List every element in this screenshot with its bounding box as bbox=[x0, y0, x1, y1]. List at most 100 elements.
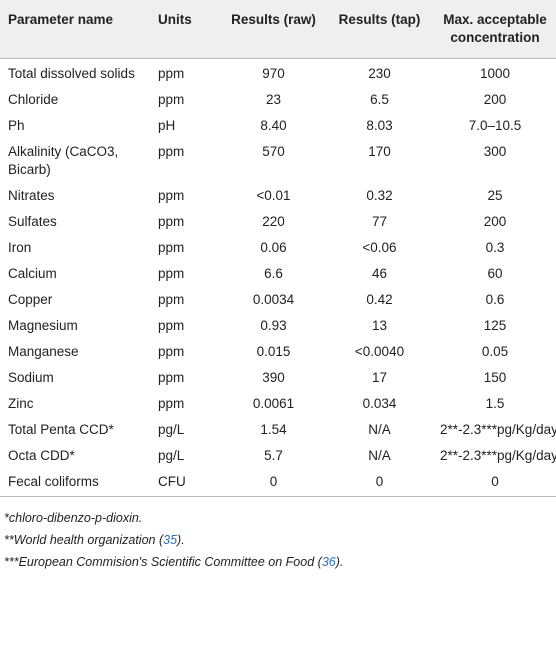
table-cell: <0.01 bbox=[256, 188, 291, 203]
table-cell: ppm bbox=[158, 396, 185, 411]
table-cell: 25 bbox=[487, 188, 503, 203]
table-row: Calcium ppm 6.6 46 60 bbox=[0, 261, 556, 287]
table-cell: 17 bbox=[371, 370, 388, 385]
table-cell: 0.0034 bbox=[252, 292, 295, 307]
table-cell: N/A bbox=[368, 422, 391, 437]
table-cell: 390 bbox=[262, 370, 285, 385]
table-row: Manganese ppm 0.015 <0.0040 0.05 bbox=[0, 339, 556, 365]
table-cell: Magnesium bbox=[8, 318, 78, 333]
table-cell: 0.0061 bbox=[252, 396, 295, 411]
table-cell: 8.40 bbox=[260, 118, 287, 133]
table-cell: 0.034 bbox=[362, 396, 397, 411]
table-cell: pg/L bbox=[158, 448, 185, 463]
table-row: Fecal coliforms CFU 0 0 0 bbox=[0, 469, 556, 497]
table-row: Nitrates ppm <0.01 0.32 25 bbox=[0, 183, 556, 209]
table-row: Total Penta CCD* pg/L 1.54 N/A 2**-2.3***pg/… bbox=[0, 417, 556, 443]
table-cell: 0.06 bbox=[260, 240, 287, 255]
table-cell: 0.6 bbox=[485, 292, 505, 307]
table-cell: ppm bbox=[158, 318, 185, 333]
table-cell: 2**-2.3***pg/Kg/day bbox=[440, 422, 556, 437]
table-cell: Total dissolved solids bbox=[8, 66, 135, 81]
table-row: Alkalinity (CaCO3, Bicarb) ppm 570 170 300 bbox=[0, 139, 556, 183]
table-row: Iron ppm 0.06 <0.06 0.3 bbox=[0, 235, 556, 261]
table-cell: 1.54 bbox=[260, 422, 287, 437]
footnote: *chloro-dibenzo-p-dioxin. bbox=[4, 507, 556, 529]
table-cell: 220 bbox=[262, 214, 285, 229]
table-cell: ppm bbox=[158, 292, 185, 307]
table-cell: ppm bbox=[158, 66, 185, 81]
footnote-text: ***European Commision's Scientific Commi… bbox=[4, 555, 322, 569]
table-cell: 0.42 bbox=[366, 292, 393, 307]
table-cell: 0.93 bbox=[260, 318, 287, 333]
table-cell: pg/L bbox=[158, 422, 185, 437]
table-row: Copper ppm 0.0034 0.42 0.6 bbox=[0, 287, 556, 313]
table-cell: ppm bbox=[158, 344, 185, 359]
table-cell: Chloride bbox=[8, 92, 59, 107]
footnote-text: *chloro-dibenzo-p-dioxin. bbox=[4, 511, 143, 525]
table-cell: 570 bbox=[262, 144, 285, 159]
table-cell: <0.0040 bbox=[354, 344, 405, 359]
table-row: Zinc ppm 0.0061 0.034 1.5 bbox=[0, 391, 556, 417]
table-cell: N/A bbox=[368, 448, 391, 463]
table-cell: 13 bbox=[371, 318, 388, 333]
table-cell: Octa CDD* bbox=[8, 448, 75, 463]
reference-link: 35 bbox=[163, 533, 178, 547]
data-table: Parameter name Units Results (raw) Results … bbox=[0, 0, 556, 497]
table-cell: 2**-2.3***pg/Kg/day bbox=[440, 448, 556, 463]
header-cell: Results (tap) bbox=[325, 0, 432, 59]
table-cell: 0 bbox=[432, 469, 556, 497]
table-cell: Copper bbox=[8, 292, 53, 307]
table-row: Octa CDD* pg/L 5.7 N/A 2**-2.3***pg/Kg/day bbox=[0, 443, 556, 469]
table-cell: 1.5 bbox=[485, 396, 505, 411]
table-cell: pH bbox=[158, 118, 176, 133]
table-cell: 6.6 bbox=[264, 266, 283, 281]
table-cell: 77 bbox=[371, 214, 388, 229]
table-cell: 8.03 bbox=[366, 118, 393, 133]
header-cell: Results (raw) bbox=[220, 0, 325, 59]
table-cell: 125 bbox=[483, 318, 507, 333]
table-row: Ph pH 8.40 8.03 7.0–10.5 bbox=[0, 113, 556, 139]
table-cell: Alkalinity (CaCO3, Bicarb) bbox=[8, 144, 119, 177]
table-cell: 0.05 bbox=[481, 344, 509, 359]
footnote-text: ). bbox=[177, 533, 185, 547]
table-row: Magnesium ppm 0.93 13 125 bbox=[0, 313, 556, 339]
table-cell: ppm bbox=[158, 214, 185, 229]
header-cell: Max. acceptable concentration bbox=[432, 0, 556, 59]
table-cell: 0 bbox=[220, 469, 325, 497]
footnotes: *chloro-dibenzo-p-dioxin. **World health … bbox=[0, 497, 556, 573]
table-cell: 170 bbox=[368, 144, 391, 159]
table-cell: 0.32 bbox=[366, 188, 393, 203]
table-cell: 200 bbox=[483, 92, 507, 107]
table-cell: 1000 bbox=[479, 66, 511, 81]
table-header: Parameter name Units Results (raw) Results … bbox=[0, 0, 556, 59]
table-cell: 0.3 bbox=[485, 240, 505, 255]
table-cell: ppm bbox=[158, 92, 185, 107]
table-cell: <0.06 bbox=[362, 240, 397, 255]
table-cell: 0.015 bbox=[256, 344, 291, 359]
table-cell: 970 bbox=[262, 66, 285, 81]
table-cell: 150 bbox=[483, 370, 507, 385]
header-cell: Units bbox=[150, 0, 220, 59]
table-cell: 23 bbox=[265, 92, 282, 107]
table-cell: Zinc bbox=[8, 396, 34, 411]
table-cell: ppm bbox=[158, 266, 185, 281]
table-cell: 5.7 bbox=[264, 448, 283, 463]
table-row: Sulfates ppm 220 77 200 bbox=[0, 209, 556, 235]
table-cell: ppm bbox=[158, 240, 185, 255]
table-cell: 0 bbox=[325, 469, 432, 497]
table-cell: Nitrates bbox=[8, 188, 55, 203]
table-cell: Iron bbox=[8, 240, 32, 255]
table-cell: 200 bbox=[483, 214, 507, 229]
table-cell: 6.5 bbox=[370, 92, 389, 107]
table-cell: 300 bbox=[483, 144, 507, 159]
table-cell: Fecal coliforms bbox=[0, 469, 150, 497]
table-row: Chloride ppm 23 6.5 200 bbox=[0, 87, 556, 113]
footnote-text: **World health organization ( bbox=[4, 533, 164, 547]
table-cell: Sodium bbox=[8, 370, 54, 385]
table-cell: 230 bbox=[368, 66, 391, 81]
table-cell: ppm bbox=[158, 188, 185, 203]
table-body: Total dissolved solids ppm 970 230 1000 Chlor… bbox=[0, 59, 556, 497]
table-cell: Manganese bbox=[8, 344, 79, 359]
table-row: Total dissolved solids ppm 970 230 1000 bbox=[0, 59, 556, 88]
